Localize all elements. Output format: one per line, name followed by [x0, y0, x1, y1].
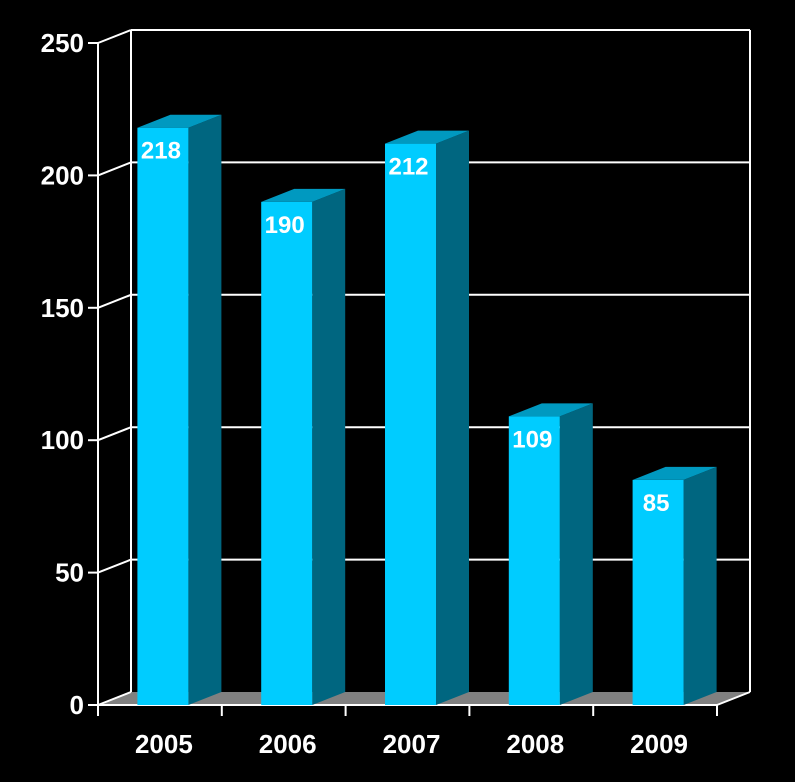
y-tick-label: 50 [55, 558, 84, 588]
bar-top [385, 130, 469, 144]
gridline-side [97, 293, 132, 309]
bar-front [508, 416, 560, 705]
bar-side [683, 466, 717, 705]
floor-right-edge [716, 691, 751, 706]
bar-front [261, 201, 313, 705]
bar-2009 [632, 466, 717, 705]
gridline-side [97, 691, 132, 706]
y-tick-label: 0 [70, 690, 84, 720]
bar-2006 [261, 188, 346, 705]
bar-2008 [508, 403, 593, 705]
y-tick-label: 150 [41, 293, 84, 323]
bar-side [188, 114, 222, 705]
bar-value-label: 218 [141, 138, 181, 165]
bar-top [632, 466, 717, 480]
axes [88, 42, 751, 716]
gridline-side [97, 426, 132, 442]
x-tick-label: 2009 [630, 729, 688, 759]
y-tick-label: 100 [41, 425, 84, 455]
bar-value-label: 85 [643, 490, 670, 517]
bar-side [559, 403, 593, 705]
bar-top [261, 188, 346, 202]
bar-side [312, 188, 346, 705]
bar-front [385, 143, 436, 705]
bar-side [436, 130, 469, 705]
gridline-side [97, 29, 132, 44]
bar-value-label: 212 [388, 154, 428, 181]
gridline-side [97, 161, 132, 177]
bar-front [632, 479, 684, 705]
y-tick-label: 200 [41, 160, 84, 190]
x-tick-label: 2005 [135, 729, 193, 759]
bar-value-label: 190 [265, 212, 305, 239]
bar-2005 [137, 114, 222, 705]
x-tick-label: 2008 [506, 729, 564, 759]
bars [137, 114, 717, 705]
gridline-side [97, 558, 132, 574]
bar-value-label: 109 [512, 426, 552, 453]
bar-2007 [385, 130, 469, 705]
labels: 0 50 100 150 200 250 218 2005 190 2006 212 2007 109 2… [41, 28, 688, 759]
bar-front [137, 127, 189, 705]
y-tick-label: 250 [41, 28, 84, 58]
x-tick-label: 2006 [259, 729, 317, 759]
bar-top [508, 403, 593, 417]
bar-top [137, 114, 222, 128]
x-tick-label: 2007 [383, 729, 441, 759]
